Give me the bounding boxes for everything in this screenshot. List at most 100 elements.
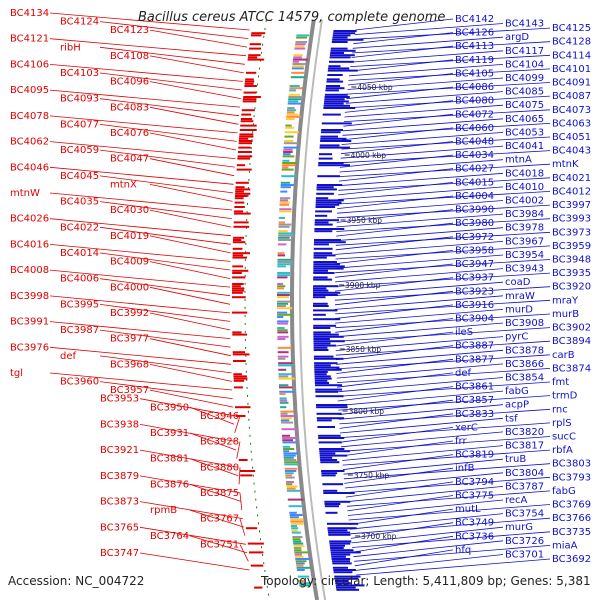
gene-label-reverse: BC4002	[505, 196, 544, 207]
reverse-gene-glyph	[313, 355, 334, 358]
gene-label-reverse: BC4075	[505, 100, 544, 111]
cog-category-bar	[283, 148, 293, 151]
gene-label-forward: BC4095	[10, 85, 49, 96]
cog-category-bar	[287, 498, 304, 501]
gene-label-reverse: BC4041	[505, 141, 544, 152]
reverse-gene-glyph	[313, 338, 330, 340]
reverse-gene-glyph	[327, 69, 358, 72]
forward-gene-glyph	[241, 109, 255, 112]
reverse-gene-glyph	[325, 511, 338, 514]
reverse-gene-glyph	[313, 285, 339, 288]
reverse-gene-glyph	[324, 100, 349, 103]
reverse-gene-glyph	[313, 346, 328, 349]
cog-category-bar	[283, 454, 296, 457]
gene-leader-line	[49, 372, 233, 391]
cog-category-bar	[279, 399, 288, 402]
gene-label-forward: BC3879	[100, 471, 139, 482]
forward-gene-glyph	[239, 470, 256, 472]
cog-category-bar	[277, 261, 293, 263]
forward-gene-glyph	[232, 351, 245, 354]
reverse-gene-glyph	[313, 324, 337, 327]
gene-leader-line	[334, 295, 504, 310]
gene-label-forward: BC3950	[150, 402, 189, 413]
cog-category-bar	[286, 113, 299, 116]
reverse-gene-glyph	[314, 239, 341, 241]
forward-gene-glyph	[232, 247, 243, 250]
gene-label-forward: BC4046	[10, 162, 49, 173]
gene-label-reverse: BC4018	[505, 168, 544, 179]
gene-label-reverse: murB	[552, 309, 579, 320]
gene-leader-line	[336, 222, 454, 237]
gene-label-reverse: BC3861	[455, 382, 494, 393]
forward-gene-glyph	[254, 586, 263, 589]
cog-category-bar	[283, 450, 290, 453]
cog-category-bar	[278, 375, 289, 378]
gene-leader-line	[149, 261, 231, 279]
cog-category-bar	[287, 107, 295, 109]
forward-gene-glyph	[239, 129, 257, 131]
reverse-gene-glyph	[329, 542, 351, 545]
cog-category-bar	[278, 362, 293, 365]
gene-leader-line	[49, 141, 236, 159]
gene-leader-line	[347, 73, 454, 86]
gene-label-reverse: mraW	[505, 291, 535, 302]
cog-category-bar	[291, 71, 305, 74]
gene-leader-line	[189, 484, 242, 502]
cog-category-bar	[280, 415, 295, 417]
reverse-gene-glyph	[317, 426, 335, 428]
gene-leader-line	[337, 372, 454, 388]
reverse-gene-glyph	[323, 102, 344, 105]
cog-category-bar	[277, 276, 288, 279]
gene-leader-line	[99, 252, 231, 271]
gene-leader-line	[353, 540, 504, 558]
gene-label-forward: BC3921	[100, 445, 139, 456]
gene-leader-line	[336, 204, 551, 219]
gene-label-reverse: BC3878	[505, 345, 544, 356]
gene-leader-line	[335, 245, 551, 260]
gene-label-reverse: BC3803	[552, 459, 591, 470]
reverse-strand-labels: BC4142 BC4143 BC4125 BC4126 argD BC4128 BC4113…	[334, 14, 591, 576]
gene-leader-line	[49, 218, 232, 237]
gene-leader-line	[337, 200, 504, 214]
gene-leader-line	[335, 345, 454, 361]
cog-category-bar	[278, 239, 292, 241]
forward-gene-glyph	[251, 32, 266, 35]
gene-label-reverse: BC3972	[455, 232, 494, 243]
reverse-gene-glyph	[314, 382, 329, 384]
cog-category-bar	[289, 85, 300, 87]
reverse-gene-glyph	[315, 395, 344, 398]
gene-label-reverse: BC3817	[505, 441, 544, 452]
cog-category-bar	[281, 421, 294, 424]
cog-category-bar	[299, 582, 312, 585]
cog-category-bar	[278, 377, 295, 380]
gene-label-forward: BC3995	[60, 299, 99, 310]
gene-leader-line	[335, 236, 454, 251]
gene-leader-line	[335, 231, 551, 246]
reverse-gene-glyph	[324, 98, 345, 101]
reverse-gene-glyph	[313, 357, 344, 360]
forward-gene-glyph	[239, 137, 249, 140]
gene-leader-line	[342, 123, 551, 136]
forward-gene-glyph	[245, 527, 258, 530]
reverse-gene-glyph	[314, 228, 345, 230]
gene-label-reverse: BC3947	[455, 259, 494, 270]
forward-gene-glyph	[237, 151, 252, 153]
gene-leader-line	[335, 272, 551, 287]
gene-label-reverse: truB	[505, 454, 526, 465]
reverse-gene-glyph	[333, 571, 353, 574]
gene-label-reverse: BC4113	[455, 41, 494, 52]
gene-label-reverse: pyrC	[505, 332, 528, 343]
cog-category-bar	[290, 76, 306, 79]
gene-leader-line	[335, 254, 504, 269]
gene-leader-line	[335, 336, 504, 351]
gene-label-reverse: BC4060	[455, 123, 494, 134]
gene-label-reverse: BC4101	[552, 64, 591, 75]
gene-leader-line	[346, 486, 504, 503]
cog-category-bar	[277, 307, 293, 310]
genome-summary-text: Topology: circular; Length: 5,411,809 bp…	[260, 574, 591, 588]
gene-label-forward: BC4045	[60, 171, 99, 182]
forward-gene-glyph	[249, 43, 261, 46]
gene-label-reverse: BC4004	[455, 191, 494, 202]
gene-label-reverse: BC3908	[505, 318, 544, 329]
gene-leader-line	[99, 381, 233, 399]
